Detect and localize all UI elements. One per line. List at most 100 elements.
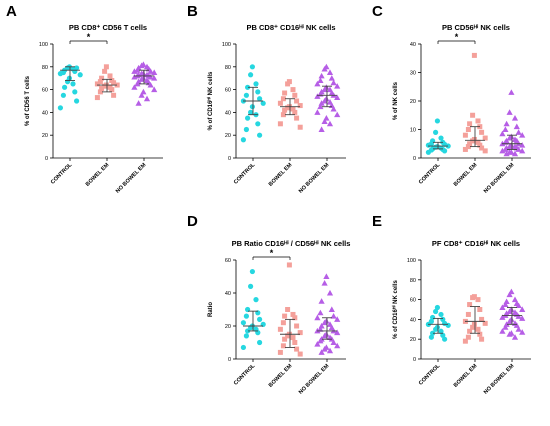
data-point xyxy=(280,112,286,118)
data-point xyxy=(513,123,520,130)
x-tick-label: CONTROL xyxy=(418,363,442,387)
significance-label: * xyxy=(270,248,274,258)
data-point xyxy=(462,132,468,138)
data-point xyxy=(290,106,296,112)
data-point xyxy=(138,92,145,98)
x-tick-label: NO BOWEL EM xyxy=(298,363,331,396)
data-point xyxy=(471,321,477,327)
data-point xyxy=(326,289,334,296)
data-point xyxy=(294,115,300,121)
y-tick-label: 60 xyxy=(225,88,231,94)
y-tick-label: 80 xyxy=(42,65,48,71)
data-point xyxy=(285,81,291,87)
data-point xyxy=(467,328,473,334)
data-point xyxy=(508,89,515,95)
y-axis-label: Ratio xyxy=(208,302,214,317)
data-point xyxy=(465,311,471,317)
data-point xyxy=(74,98,80,104)
data-point xyxy=(321,332,328,339)
data-point xyxy=(502,324,509,330)
y-tick-label: 0 xyxy=(228,156,231,162)
data-point xyxy=(255,89,261,95)
data-point xyxy=(65,79,71,85)
data-point xyxy=(519,329,526,335)
data-point xyxy=(114,82,120,88)
data-point xyxy=(434,118,440,124)
data-point xyxy=(317,309,324,316)
data-point xyxy=(321,319,328,326)
data-point xyxy=(502,126,509,132)
series-control xyxy=(240,268,266,351)
data-point xyxy=(282,90,288,96)
data-point xyxy=(248,72,254,78)
panel-title: PF CD8⁺ CD16ᴴⁱ NK cells xyxy=(432,238,520,248)
series-bowel_em xyxy=(277,262,303,357)
data-point xyxy=(438,328,444,334)
data-point xyxy=(97,89,103,95)
data-point xyxy=(260,100,266,106)
data-point xyxy=(77,72,83,78)
data-point xyxy=(135,100,142,106)
data-point xyxy=(506,109,513,115)
x-tick-label: NO BOWEL EM xyxy=(115,162,148,195)
data-point xyxy=(479,145,485,151)
x-tick-label: CONTROL xyxy=(233,363,257,387)
data-point xyxy=(109,87,115,93)
data-point xyxy=(433,326,439,332)
panel-title: PB CD56ᴴⁱ NK cells xyxy=(442,22,510,32)
y-axis-label: % of CD16ᴴⁱ NK cells xyxy=(205,71,214,130)
data-point xyxy=(506,308,513,314)
data-point xyxy=(147,81,154,88)
data-point xyxy=(282,336,288,342)
data-point xyxy=(502,301,509,308)
series-bowel_em xyxy=(462,52,488,154)
data-point xyxy=(519,315,526,321)
data-point xyxy=(249,64,255,70)
data-point xyxy=(290,311,296,317)
data-point xyxy=(442,336,448,342)
data-point xyxy=(433,129,439,135)
y-tick-label: 60 xyxy=(225,258,231,264)
data-point xyxy=(506,331,513,337)
data-point xyxy=(277,326,283,332)
data-point xyxy=(321,346,328,352)
y-axis-label: % of CD16ᴴⁱ NK cells xyxy=(390,279,399,338)
data-point xyxy=(282,107,288,113)
data-point xyxy=(57,105,64,111)
series-no_bowel_em xyxy=(131,61,158,106)
data-point xyxy=(257,132,263,138)
data-point xyxy=(314,341,321,347)
panel-label: A xyxy=(6,3,17,20)
data-point xyxy=(465,127,471,132)
series-no_bowel_em xyxy=(499,288,526,340)
data-point xyxy=(248,109,254,115)
data-point xyxy=(330,105,337,112)
data-point xyxy=(297,351,303,357)
data-point xyxy=(62,84,68,90)
y-tick-label: 0 xyxy=(413,357,416,363)
data-point xyxy=(97,79,103,85)
y-tick-label: 20 xyxy=(225,133,231,139)
data-point xyxy=(138,62,145,69)
data-point xyxy=(334,342,341,349)
data-point xyxy=(470,138,476,144)
data-point xyxy=(243,92,249,98)
data-point xyxy=(511,115,519,121)
data-point xyxy=(326,347,334,354)
data-point xyxy=(321,97,328,104)
data-point xyxy=(253,81,259,87)
data-point xyxy=(103,64,109,70)
data-point xyxy=(425,142,431,148)
y-tick-label: 100 xyxy=(39,42,48,48)
data-point xyxy=(445,143,451,149)
data-point xyxy=(499,130,506,137)
x-tick-label: NO BOWEL EM xyxy=(483,363,516,396)
data-point xyxy=(285,307,291,312)
panel-label: B xyxy=(187,3,198,20)
y-tick-label: 40 xyxy=(225,291,231,297)
data-point xyxy=(102,68,108,74)
data-point xyxy=(318,126,325,132)
data-point xyxy=(499,314,506,320)
data-point xyxy=(318,349,325,355)
data-point xyxy=(321,86,328,93)
